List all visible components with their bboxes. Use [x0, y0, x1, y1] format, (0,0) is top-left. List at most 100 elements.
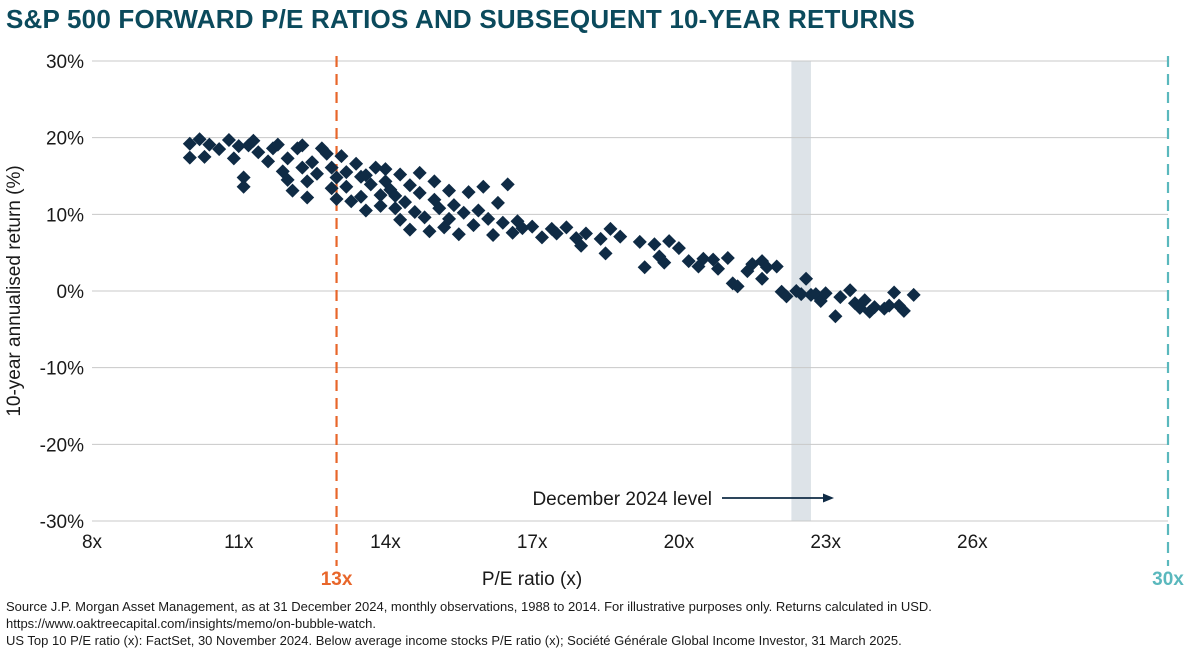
data-point [246, 133, 261, 148]
data-point [442, 183, 457, 198]
x-tick-label: 8x [82, 532, 103, 553]
data-point [711, 261, 726, 276]
data-point [182, 150, 197, 165]
data-point [500, 177, 515, 192]
data-point [402, 222, 417, 237]
data-point [305, 155, 320, 170]
data-point [867, 300, 882, 315]
data-point [295, 138, 310, 153]
data-point [794, 287, 809, 302]
data-point [896, 303, 911, 318]
data-point [451, 227, 466, 242]
data-point [637, 260, 652, 275]
data-point [471, 203, 486, 218]
data-point [378, 162, 393, 177]
data-point [769, 259, 784, 274]
source-note-url[interactable]: https://www.oaktreecapital.com/insights/… [6, 616, 376, 631]
data-point [349, 156, 364, 171]
data-point [334, 149, 349, 164]
data-point [603, 221, 618, 236]
data-point [843, 283, 858, 298]
data-point [231, 139, 246, 154]
data-point [270, 137, 285, 152]
data-point [578, 226, 593, 241]
data-point [442, 211, 457, 226]
y-tick-label: -10% [40, 359, 84, 380]
data-point [549, 226, 564, 241]
data-point [363, 177, 378, 192]
data-point [368, 160, 383, 175]
data-point [486, 228, 501, 243]
data-point [417, 210, 432, 225]
x-tick-label: 14x [370, 532, 401, 553]
data-point [681, 254, 696, 269]
source-note-line-1: Source J.P. Morgan Asset Management, as … [6, 599, 932, 614]
reference-label-13x: 13x [321, 569, 353, 590]
data-point [882, 298, 897, 313]
data-point [280, 172, 295, 187]
data-point [393, 212, 408, 227]
y-tick-label: 0% [57, 282, 85, 303]
data-point [481, 211, 496, 226]
y-tick-label: 20% [46, 129, 84, 150]
data-point [632, 234, 647, 249]
data-point [373, 188, 388, 203]
data-point [755, 271, 770, 286]
data-point [759, 260, 774, 275]
data-point [799, 271, 814, 286]
data-point [906, 287, 921, 302]
data-point [559, 220, 574, 235]
data-point [261, 154, 276, 169]
reference-label-30x: 30x [1152, 569, 1184, 590]
data-point [495, 215, 510, 230]
x-tick-label: 11x [224, 532, 254, 553]
data-point [657, 255, 672, 270]
december-2024-annotation: December 2024 level [532, 489, 712, 510]
data-point [329, 192, 344, 206]
scatter-chart: 30% 20% 10% 0% -10% -20% -30%8x 11x 14x 17x 20x 23x… [4, 52, 1184, 590]
data-point [818, 286, 833, 301]
y-axis-label: 10-year annualised return (%) [4, 165, 25, 416]
data-point [358, 203, 373, 218]
data-point [647, 237, 662, 252]
data-point [324, 160, 339, 175]
data-point [182, 136, 197, 151]
data-point [432, 201, 447, 216]
data-point [280, 151, 295, 166]
data-point [598, 246, 613, 261]
data-point [720, 251, 735, 266]
data-point [285, 183, 300, 198]
y-tick-label: 30% [46, 52, 84, 73]
data-point [593, 231, 608, 246]
data-point [236, 170, 251, 185]
x-axis-label: P/E ratio (x) [482, 569, 582, 590]
data-point [730, 279, 745, 294]
data-point [427, 174, 442, 189]
x-tick-label: 17x [517, 532, 548, 553]
data-point [202, 137, 217, 152]
data-point [251, 145, 266, 160]
annotation-arrow-head [823, 493, 834, 503]
data-point [329, 170, 344, 185]
data-point [696, 251, 711, 266]
source-note-line-3: US Top 10 P/E ratio (x): FactSet, 30 Nov… [6, 633, 902, 648]
data-point [706, 252, 721, 267]
data-point [339, 179, 354, 194]
data-point [412, 185, 427, 200]
data-point [505, 225, 520, 240]
data-point [300, 174, 315, 189]
data-point [779, 289, 794, 304]
data-point [344, 194, 359, 209]
data-point [192, 132, 207, 147]
data-point [236, 179, 251, 194]
data-point [354, 189, 368, 204]
y-tick-label: 10% [46, 205, 84, 226]
data-point [466, 218, 481, 233]
data-point [476, 179, 491, 194]
data-point [226, 151, 241, 166]
data-point [197, 149, 212, 164]
data-point [319, 146, 334, 161]
data-point [402, 178, 417, 193]
data-point [534, 230, 549, 245]
chart-title: S&P 500 FORWARD P/E RATIOS AND SUBSEQUEN… [6, 4, 916, 34]
